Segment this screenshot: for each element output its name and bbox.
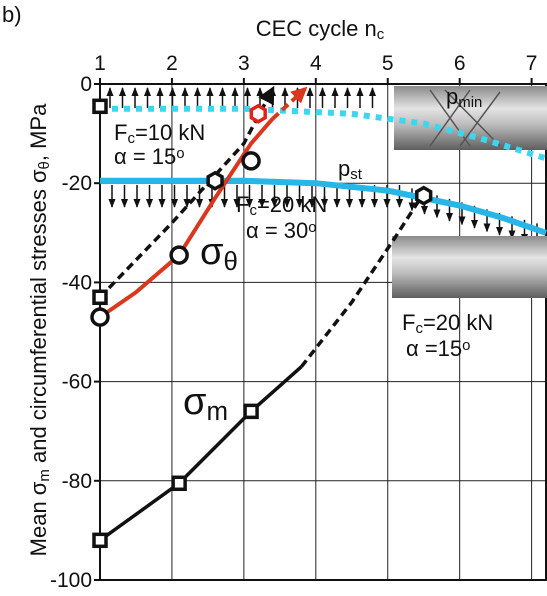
y-tick-label: -80	[62, 470, 92, 493]
subscript: c	[415, 320, 423, 337]
marker-square	[171, 475, 187, 492]
subscript: st	[350, 166, 362, 183]
superscript: o	[308, 219, 316, 236]
annotation: Fc=10 kN	[114, 120, 205, 147]
annotation: Fc=20 kN	[402, 310, 493, 337]
text-part: α = 30	[246, 218, 308, 243]
text-part: p	[446, 84, 458, 109]
photo-specimen	[394, 86, 547, 150]
text-part: α =15	[406, 336, 462, 361]
annotation: pst	[338, 156, 363, 183]
series-line	[271, 86, 308, 121]
subscript: min	[458, 94, 482, 111]
annotation: α = 15o	[114, 144, 185, 169]
superscript: o	[462, 337, 470, 354]
series-line	[100, 177, 547, 236]
y-tick-label: -20	[62, 172, 92, 195]
x-tick-label: 4	[310, 52, 322, 75]
x-tick-label: 1	[94, 52, 106, 75]
text-part: σ	[183, 381, 206, 423]
marker-circle	[241, 151, 261, 171]
annotation: σm	[183, 381, 228, 426]
y-tick-label: -60	[62, 371, 92, 394]
text-part: F	[236, 192, 249, 217]
series-line	[100, 105, 547, 162]
marker-circle	[169, 245, 189, 265]
subscript: θ	[36, 161, 53, 169]
subscript: c	[249, 202, 257, 219]
text-part: and circumferential stresses σ	[26, 169, 51, 469]
marker-square	[92, 98, 108, 115]
text-part: Mean σ	[26, 481, 51, 556]
marker-circle	[90, 307, 110, 327]
panel-label: b)	[2, 2, 22, 27]
y-tick-label: -40	[62, 271, 92, 294]
x-tick-label: 6	[454, 52, 466, 75]
text-part: =20 kN	[423, 310, 493, 335]
photo-specimen	[392, 236, 547, 298]
marker-square	[92, 532, 108, 549]
text-part: =10 kN	[135, 120, 205, 145]
text-part: , MPa	[26, 103, 51, 161]
photo-cracks	[429, 89, 501, 147]
x-tick-label: 3	[238, 52, 250, 75]
marker-square	[92, 289, 108, 306]
text-part: σ	[200, 231, 223, 273]
annotation: σθ	[200, 231, 238, 276]
annotation: α = 30o	[246, 218, 317, 243]
marker-hexagon	[415, 185, 433, 206]
marker-square	[243, 403, 259, 420]
y-axis-title: Mean σm and circumferential stresses σθ,…	[26, 103, 53, 556]
series-line	[98, 365, 303, 542]
y-tick-label: 0	[80, 73, 92, 96]
subscript: c	[127, 130, 135, 147]
x-tick-label: 2	[166, 52, 178, 75]
subscript: m	[206, 398, 228, 426]
annotation: pmin	[446, 84, 482, 111]
text-part: =20 kN	[257, 192, 327, 217]
subscript: θ	[223, 248, 237, 276]
text-part: CEC cycle n	[256, 16, 377, 41]
x-axis-title: CEC cycle nc	[256, 16, 385, 43]
subscript: c	[377, 26, 385, 43]
annotation: Fc=20 kN	[236, 192, 327, 219]
text-part: p	[338, 156, 350, 181]
series-line	[98, 117, 275, 319]
text-part: F	[402, 310, 415, 335]
series-line	[300, 192, 426, 368]
y-tick-label: -100	[50, 569, 92, 592]
marker-hexagon	[249, 103, 267, 124]
annotation: α =15o	[406, 336, 470, 361]
subscript: m	[36, 469, 53, 481]
x-tick-label: 7	[526, 52, 538, 75]
text-part: F	[114, 120, 127, 145]
plot-frame	[99, 83, 547, 581]
x-tick-label: 5	[382, 52, 394, 75]
marker-hexagon	[206, 170, 224, 191]
superscript: o	[176, 145, 184, 162]
text-part: α = 15	[114, 144, 176, 169]
